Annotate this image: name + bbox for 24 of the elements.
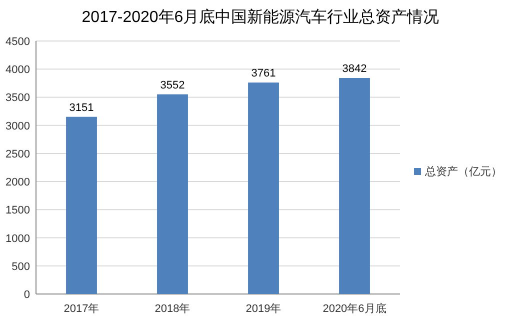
chart-title: 2017-2020年6月底中国新能源汽车行业总资产情况 — [82, 8, 440, 26]
y-tick-label: 2000 — [6, 176, 30, 189]
legend-label: 总资产（亿元） — [424, 165, 502, 178]
x-tick-label: 2020年6月底 — [322, 302, 386, 315]
y-tick-label: 1000 — [6, 232, 30, 245]
data-label: 3151 — [69, 102, 94, 114]
y-tick-label: 4000 — [6, 64, 30, 76]
y-tick-label: 4500 — [6, 36, 30, 48]
y-tick-label: 3500 — [6, 92, 30, 104]
data-label: 3842 — [342, 62, 367, 75]
data-label: 3552 — [160, 79, 185, 92]
x-tick-label: 2019年 — [246, 303, 282, 315]
bar — [66, 116, 97, 294]
bar — [248, 82, 279, 294]
x-tick-label: 2018年 — [154, 303, 190, 315]
y-tick-label: 500 — [12, 260, 30, 273]
x-tick-label: 2017年 — [64, 303, 100, 315]
bar — [339, 78, 370, 294]
y-tick-label: 1500 — [6, 204, 30, 217]
bar — [157, 94, 188, 294]
y-tick-label: 3000 — [6, 120, 30, 132]
y-tick-label: 0 — [24, 289, 30, 301]
y-tick-label: 2500 — [6, 148, 30, 160]
data-label: 3761 — [251, 68, 276, 80]
